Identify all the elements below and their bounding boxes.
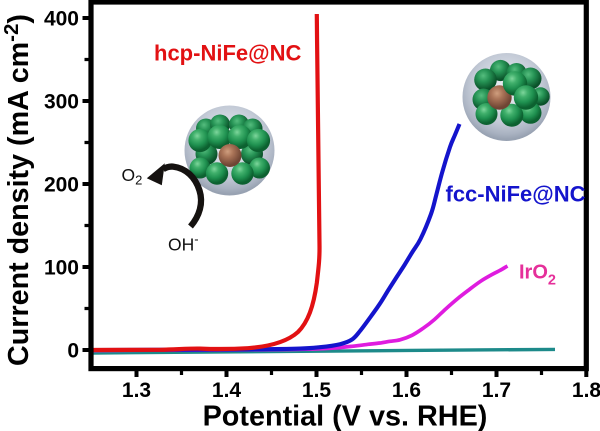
svg-text:Potential (V vs. RHE): Potential (V vs. RHE) [203, 401, 488, 431]
svg-text:1.7: 1.7 [482, 379, 511, 402]
svg-text:Current density (mA cm-2): Current density (mA cm-2) [0, 14, 35, 366]
svg-text:1.5: 1.5 [302, 379, 332, 402]
svg-text:400: 400 [44, 8, 79, 31]
svg-text:hcp-NiFe@NC: hcp-NiFe@NC [154, 41, 301, 66]
svg-text:100: 100 [44, 257, 79, 280]
svg-text:0: 0 [67, 340, 79, 363]
svg-text:1.3: 1.3 [122, 379, 151, 402]
svg-text:1.4: 1.4 [212, 379, 242, 402]
svg-text:fcc-NiFe@NC: fcc-NiFe@NC [446, 182, 586, 207]
svg-text:OH-: OH- [168, 232, 199, 255]
svg-text:200: 200 [44, 174, 79, 197]
svg-text:1.8: 1.8 [572, 379, 600, 402]
svg-text:1.6: 1.6 [392, 379, 421, 402]
svg-text:300: 300 [44, 91, 79, 114]
